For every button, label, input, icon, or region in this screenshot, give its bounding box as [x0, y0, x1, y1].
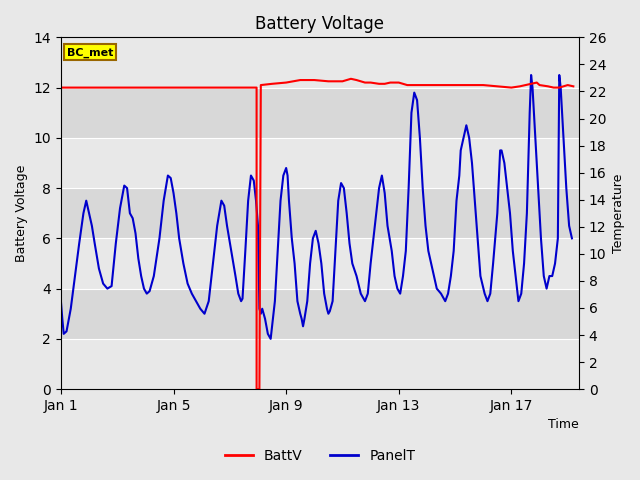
Y-axis label: Temperature: Temperature	[612, 174, 625, 253]
Legend: BattV, PanelT: BattV, PanelT	[220, 443, 420, 468]
Title: Battery Voltage: Battery Voltage	[255, 15, 385, 33]
Bar	[61, 37, 579, 87]
Bar	[61, 339, 579, 389]
Y-axis label: Battery Voltage: Battery Voltage	[15, 165, 28, 262]
Bar	[61, 239, 579, 288]
X-axis label: Time: Time	[548, 419, 579, 432]
Bar	[61, 138, 579, 188]
Text: BC_met: BC_met	[67, 47, 113, 58]
